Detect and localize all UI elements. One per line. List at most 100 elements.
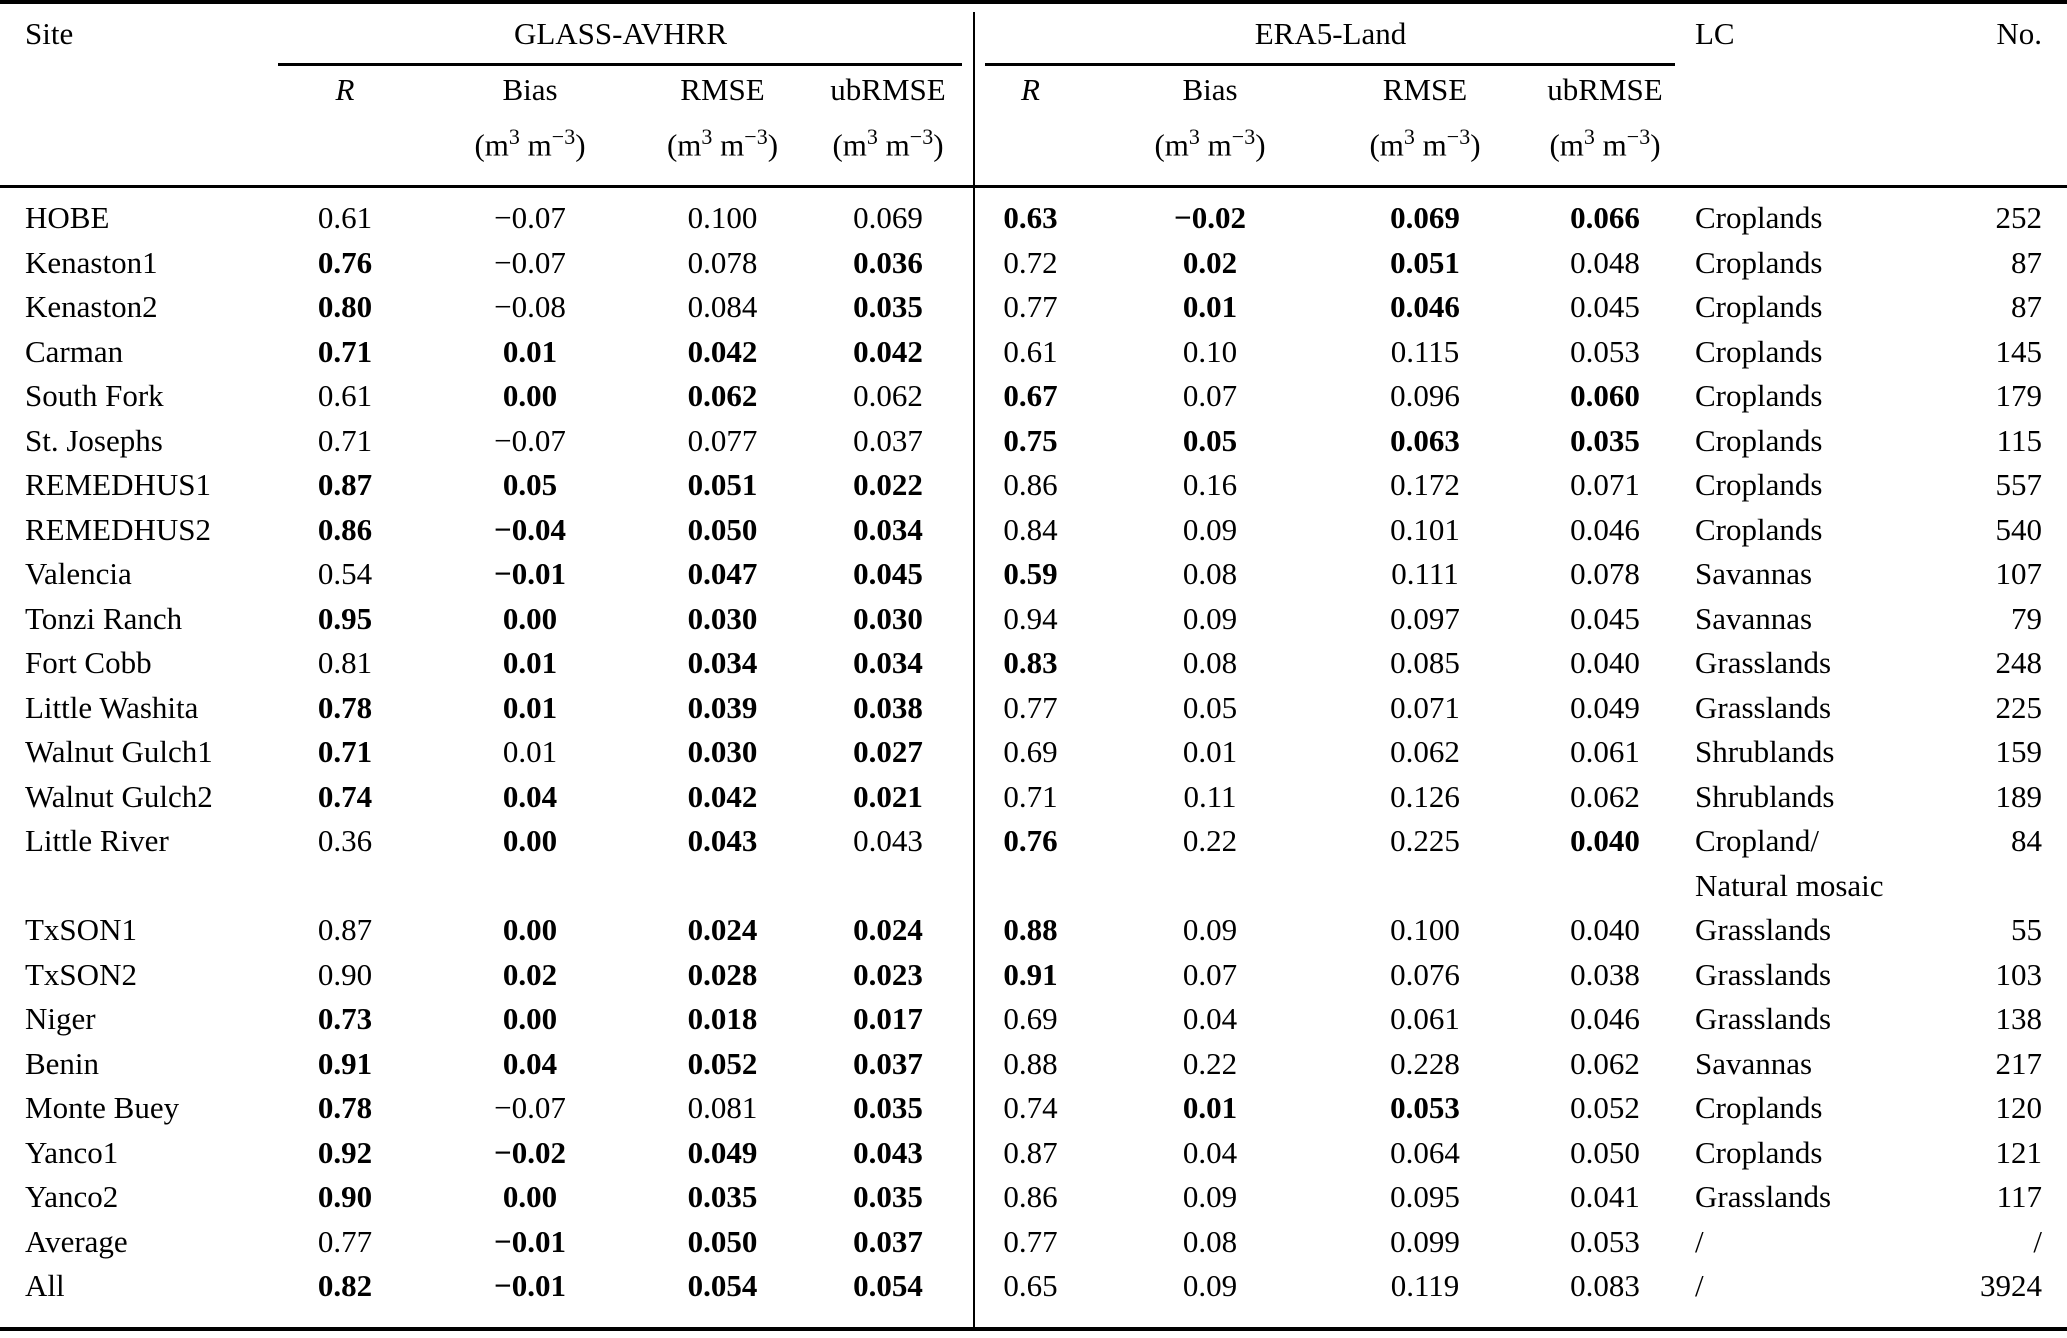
lc-cell: Croplands (1690, 419, 1965, 464)
metric-cell: 0.052 (1570, 1090, 1640, 1125)
count-cell: 3924 (1980, 1268, 2042, 1303)
lc-line: Cropland/ (1695, 823, 1819, 858)
metric-cell: 0.096 (1390, 378, 1460, 413)
lc-cell: Shrublands (1690, 730, 1965, 775)
lc-line: Grasslands (1695, 956, 1832, 992)
metric-cell: −0.01 (494, 1223, 566, 1259)
metric-cell: 0.77 (1003, 689, 1058, 725)
column-header-no: No. (1996, 16, 2042, 51)
site-cell: Walnut Gulch1 (25, 734, 213, 769)
header-separator-line (0, 185, 2067, 188)
lc-line: Croplands (1695, 378, 1823, 413)
lc-cell: Croplands (1690, 241, 1965, 286)
metric-cell: 0.77 (1003, 289, 1058, 324)
table-row: REMEDHUS1 0.87 0.05 0.051 0.022 0.86 0.1… (0, 463, 2067, 508)
group-header-era5-land: ERA5-Land (1254, 16, 1407, 51)
metric-cell: 0.042 (687, 333, 758, 369)
table-row: Tonzi Ranch 0.95 0.00 0.030 0.030 0.94 0… (0, 597, 2067, 642)
table-row: Niger 0.73 0.00 0.018 0.017 0.69 0.04 0.… (0, 997, 2067, 1042)
lc-cell: Croplands (1690, 196, 1965, 241)
site-cell: Walnut Gulch2 (25, 778, 213, 814)
metric-cell: 0.048 (1570, 244, 1640, 280)
metric-cell: 0.076 (1390, 956, 1460, 992)
count-cell: 87 (2011, 289, 2042, 324)
lc-cell: Grasslands (1690, 686, 1965, 731)
metric-cell: 0.043 (853, 823, 923, 858)
metric-cell: 0.100 (687, 200, 758, 235)
table-row: Benin 0.91 0.04 0.052 0.037 0.88 0.22 0.… (0, 1042, 2067, 1087)
metric-cell: 0.91 (317, 1045, 373, 1081)
metric-cell: 0.08 (1182, 645, 1238, 680)
metric-cell: 0.038 (1570, 956, 1640, 992)
lc-cell: Grasslands (1690, 997, 1965, 1042)
metric-cell: 0.083 (1570, 1268, 1640, 1303)
metric-cell: 0.65 (1003, 1268, 1058, 1303)
metric-cell: 0.83 (1003, 645, 1058, 680)
metric-cell: −0.08 (494, 289, 566, 324)
metric-cell: 0.115 (1390, 333, 1460, 369)
group-header-glass-avhrr: GLASS-AVHRR (513, 16, 728, 51)
lc-line: Croplands (1695, 244, 1823, 280)
metric-cell: 0.04 (1182, 1134, 1238, 1170)
unit-label: (m3 m−3) (832, 124, 944, 163)
metric-cell: 0.95 (317, 600, 373, 636)
site-cell: TxSON2 (25, 956, 137, 992)
metric-cell: 0.04 (1182, 1001, 1238, 1036)
unit-label: (m3 m−3) (1549, 124, 1661, 163)
metric-cell: 0.09 (1182, 912, 1238, 947)
metric-cell: 0.81 (317, 645, 373, 680)
section-divider-line (973, 12, 975, 1327)
metric-cell: 0.047 (687, 556, 758, 591)
metric-cell: 0.02 (502, 956, 558, 992)
table-row: Kenaston1 0.76 −0.07 0.078 0.036 0.72 0.… (0, 241, 2067, 286)
metric-cell: 0.052 (687, 1045, 758, 1081)
lc-line: Savannas (1695, 556, 1813, 591)
table-row: Little River 0.36 0.00 0.043 0.043 0.76 … (0, 819, 2067, 908)
count-cell: 540 (1995, 511, 2043, 547)
metric-cell: 0.36 (317, 823, 373, 858)
site-cell: Kenaston2 (25, 289, 158, 324)
count-cell: 55 (2011, 912, 2042, 947)
metric-cell: 0.053 (1570, 1223, 1640, 1259)
metric-cell: 0.061 (1570, 734, 1640, 769)
lc-cell: / (1690, 1264, 1965, 1309)
metric-cell: 0.61 (317, 200, 373, 235)
metric-cell: 0.046 (1570, 511, 1640, 547)
table-row: Kenaston2 0.80 −0.08 0.084 0.035 0.77 0.… (0, 285, 2067, 330)
table-row: Valencia 0.54 −0.01 0.047 0.045 0.59 0.0… (0, 552, 2067, 597)
site-cell: Monte Buey (25, 1090, 180, 1125)
count-cell: 84 (2011, 823, 2042, 858)
metric-cell: 0.017 (853, 1001, 923, 1036)
metric-cell: 0.046 (1390, 289, 1460, 324)
metric-cell: 0.063 (1390, 422, 1460, 458)
count-cell: 248 (1995, 645, 2043, 680)
metric-cell: 0.77 (1003, 1223, 1058, 1259)
metric-cell: 0.225 (1390, 823, 1460, 858)
metric-cell: 0.09 (1182, 1268, 1238, 1303)
lc-line: Croplands (1695, 200, 1823, 235)
table-header-row: Site GLASS-AVHRR ERA5-Land LC No. (0, 4, 2067, 63)
metric-cell: 0.94 (1003, 600, 1058, 636)
site-cell: REMEDHUS1 (25, 467, 212, 502)
metric-cell: −0.07 (494, 1090, 566, 1125)
lc-line: Natural mosaic (1695, 867, 1884, 903)
lc-line: Grasslands (1695, 689, 1832, 725)
metric-cell: 0.028 (687, 956, 758, 992)
lc-cell: Savannas (1690, 1042, 1965, 1087)
metric-cell: 0.10 (1182, 333, 1238, 369)
unit-label: (m3 m−3) (474, 124, 586, 163)
metric-cell: −0.02 (494, 1134, 566, 1170)
metric-cell: 0.037 (853, 422, 923, 458)
metric-cell: −0.02 (1174, 200, 1246, 235)
metric-cell: 0.035 (853, 1090, 923, 1125)
empty-cell (1690, 66, 1965, 168)
count-cell: 159 (1995, 734, 2043, 769)
table-row: Yanco2 0.90 0.00 0.035 0.035 0.86 0.09 0… (0, 1175, 2067, 1220)
lc-cell: Croplands (1690, 463, 1965, 508)
metric-cell: 0.172 (1390, 467, 1460, 502)
metric-cell: 0.064 (1390, 1134, 1460, 1170)
metric-cell: 0.92 (317, 1134, 373, 1170)
site-cell: Average (25, 1223, 128, 1259)
metric-cell: 0.91 (1003, 956, 1058, 992)
lc-cell: Croplands (1690, 508, 1965, 553)
